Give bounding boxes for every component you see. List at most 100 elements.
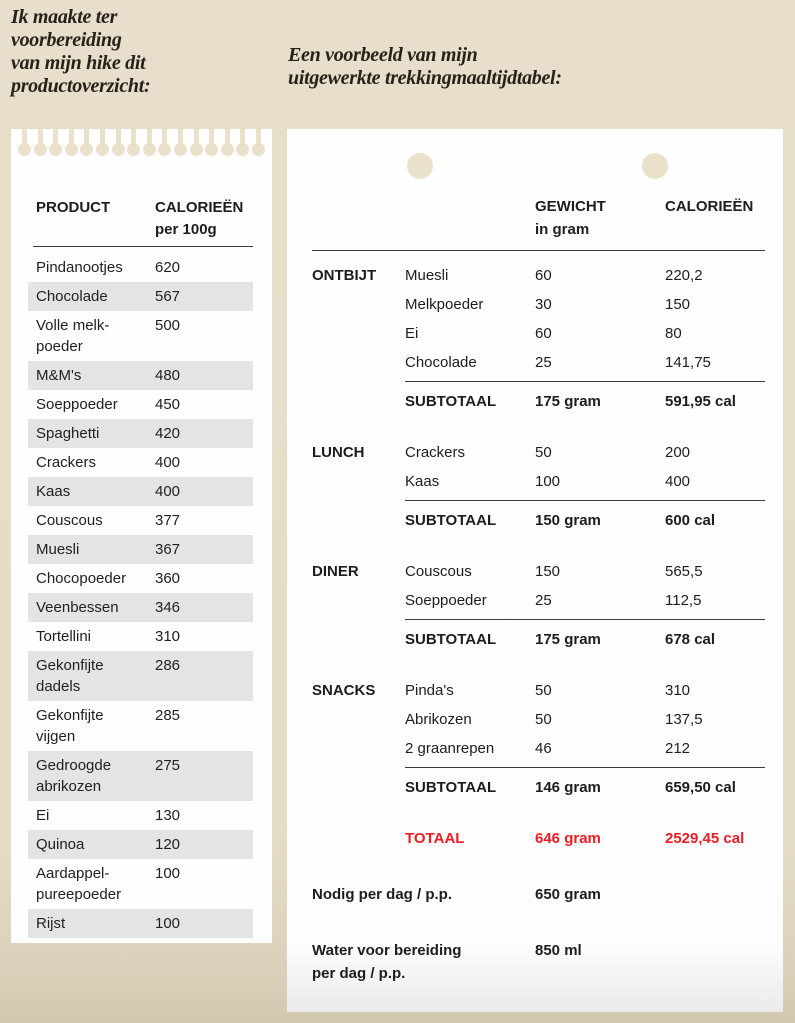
product-name: Crackers: [36, 454, 97, 471]
subtotal-rule: [405, 500, 765, 501]
meal-section: ONTBIJT Muesli 60 220,2 Melkpoeder 30 150 Ei 60 8…: [312, 265, 765, 412]
product-name: Tortellini: [36, 628, 92, 645]
subtotal-label: SUBTOTAAL: [405, 512, 497, 529]
product-row: Volle melk- poeder 500: [28, 311, 253, 361]
product-name: Volle melk- poeder: [36, 317, 110, 355]
meal-section-label: [312, 323, 405, 344]
subtotal-rule: [405, 619, 765, 620]
meal-item-name: 2 graanrepen: [405, 740, 495, 757]
calories-column-header: CALORIEËN: [665, 198, 754, 215]
meal-item-name: Chocolade: [405, 354, 477, 371]
meal-item-calories: 80: [665, 325, 682, 342]
meal-section-label: [312, 709, 405, 730]
subtotal-calories: 659,50 cal: [665, 779, 736, 796]
product-calories: 100: [155, 865, 181, 882]
meal-item-calories: 150: [665, 296, 691, 313]
perforation-pin-icon: [111, 129, 125, 157]
meal-section: SNACKS Pinda's 50 310 Abrikozen 50 137,5 2 graa…: [312, 680, 765, 798]
product-calories: 310: [155, 628, 181, 645]
meal-section-label: [312, 294, 405, 315]
meal-item-weight: 100: [535, 473, 561, 490]
meal-section-label: [312, 352, 405, 373]
meal-item-weight: 50: [535, 444, 552, 461]
product-name: Gekonfijte dadels: [36, 657, 104, 695]
meal-section-label: [312, 471, 405, 492]
product-table-header: PRODUCT CALORIEËN per 100g: [36, 197, 253, 241]
header-rule: [33, 246, 253, 247]
product-name: Aardappel- pureepoeder: [36, 865, 122, 903]
perforation-pin-icon: [220, 129, 234, 157]
meal-item-name: Muesli: [405, 267, 449, 284]
subtotal-weight: 146 gram: [535, 779, 601, 796]
meal-item-calories: 565,5: [665, 563, 703, 580]
product-row: Pindanootjes 620: [28, 253, 253, 282]
product-calories: 420: [155, 425, 181, 442]
product-table-body: Pindanootjes 620 Chocolade 567 Volle melk- p…: [11, 253, 272, 938]
footer-value: 650 gram: [535, 886, 601, 903]
footer-value: 850 ml: [535, 942, 582, 959]
product-calories: 480: [155, 367, 181, 384]
meal-table: GEWICHT in gram CALORIEËN ONTBIJT Muesli 6…: [287, 129, 783, 985]
meal-item-weight: 50: [535, 682, 552, 699]
meal-section-label: ONTBIJT: [312, 267, 377, 284]
meal-item-name: Ei: [405, 325, 419, 342]
subtotal-calories: 678 cal: [665, 631, 716, 648]
product-name: Chocolade: [36, 288, 108, 305]
meal-item-row: SNACKS Pinda's 50 310: [312, 680, 765, 701]
punch-hole-icon: [407, 153, 433, 179]
product-calories: 620: [155, 259, 181, 276]
product-name: Rijst: [36, 915, 66, 932]
meal-item-row: 2 graanrepen 46 212: [312, 738, 765, 759]
product-row: M&M's 480: [28, 361, 253, 390]
product-name: Quinoa: [36, 836, 85, 853]
calories-column-header: CALORIEËN per 100g: [155, 199, 244, 238]
product-name: Muesli: [36, 541, 80, 558]
perforation-pin-icon: [33, 129, 47, 157]
perforation-pin-icon: [173, 129, 187, 157]
meal-item-row: DINER Couscous 150 565,5: [312, 561, 765, 582]
meal-section-label: DINER: [312, 563, 359, 580]
product-calories: 377: [155, 512, 181, 529]
total-row: TOTAAL 646 gram 2529,45 cal: [312, 828, 765, 849]
spacer: [312, 777, 405, 798]
product-calories: 500: [155, 317, 181, 334]
product-name: Veenbessen: [36, 599, 119, 616]
perforation-pin-icon: [158, 129, 172, 157]
product-row: Rijst 100: [28, 909, 253, 938]
footer-row: Water voor bereiding per dag / p.p. 850 m…: [312, 939, 765, 985]
meal-section-label: [312, 738, 405, 759]
meal-item-calories: 212: [665, 740, 691, 757]
meal-item-weight: 150: [535, 563, 561, 580]
product-row: Gedroogde abrikozen 275: [28, 751, 253, 801]
meal-item-row: Kaas 100 400: [312, 471, 765, 492]
subtotal-row: SUBTOTAAL 150 gram 600 cal: [312, 510, 765, 531]
product-calories: 400: [155, 454, 181, 471]
meal-item-calories: 400: [665, 473, 691, 490]
spacer: [312, 629, 405, 650]
product-row: Muesli 367: [28, 535, 253, 564]
meal-sections: ONTBIJT Muesli 60 220,2 Melkpoeder 30 150 Ei 60 8…: [312, 265, 765, 798]
perforation-pin-icon: [189, 129, 203, 157]
spacer: [312, 510, 405, 531]
product-calories: 130: [155, 807, 181, 824]
perforation-pin-icon: [80, 129, 94, 157]
subtotal-rule: [405, 381, 765, 382]
meal-item-name: Couscous: [405, 563, 472, 580]
product-name: Kaas: [36, 483, 71, 500]
footer-row: Nodig per dag / p.p. 650 gram: [312, 883, 765, 906]
meal-section: LUNCH Crackers 50 200 Kaas 100 400 SUBTOTAAL 150…: [312, 442, 765, 531]
meal-item-weight: 60: [535, 325, 552, 342]
perforation-pin-icon: [127, 129, 141, 157]
meal-item-calories: 112,5: [665, 592, 702, 609]
product-row: Tortellini 310: [28, 622, 253, 651]
spacer: [312, 391, 405, 412]
meal-footer: Nodig per dag / p.p. 650 gram Water voor b…: [312, 883, 765, 985]
product-name: M&M's: [36, 367, 82, 384]
footer-label: Nodig per dag / p.p.: [312, 886, 452, 903]
product-row: Kaas 400: [28, 477, 253, 506]
meal-item-row: Chocolade 25 141,75: [312, 352, 765, 373]
meal-item-name: Abrikozen: [405, 711, 472, 728]
product-row: Chocolade 567: [28, 282, 253, 311]
meal-item-calories: 200: [665, 444, 691, 461]
product-name: Spaghetti: [36, 425, 100, 442]
